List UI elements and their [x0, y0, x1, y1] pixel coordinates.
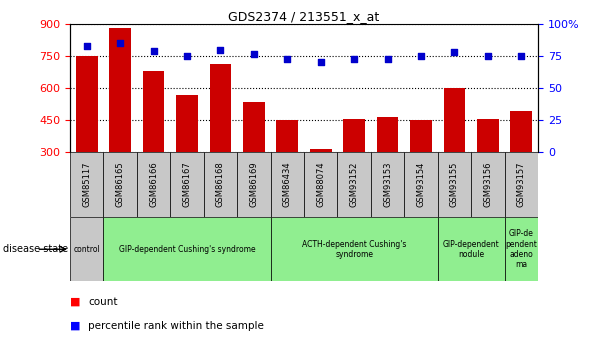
Text: GIP-dependent Cushing's syndrome: GIP-dependent Cushing's syndrome: [119, 245, 255, 254]
Bar: [337, 152, 371, 217]
Text: ■: ■: [70, 321, 80, 331]
Text: GSM86166: GSM86166: [149, 162, 158, 207]
Text: GSM88074: GSM88074: [316, 162, 325, 207]
Bar: [344, 119, 365, 216]
Bar: [271, 152, 304, 217]
Bar: [511, 111, 532, 216]
Bar: [444, 88, 465, 216]
Bar: [271, 217, 438, 281]
Text: GSM93152: GSM93152: [350, 162, 359, 207]
Bar: [70, 152, 103, 217]
Text: ■: ■: [70, 297, 80, 307]
Bar: [204, 152, 237, 217]
Bar: [505, 152, 538, 217]
Text: GSM93157: GSM93157: [517, 162, 526, 207]
Text: GIP-dependent
nodule: GIP-dependent nodule: [443, 239, 500, 259]
Text: GSM85117: GSM85117: [82, 162, 91, 207]
Text: GSM93156: GSM93156: [483, 162, 492, 207]
Bar: [176, 96, 198, 216]
Text: GSM93153: GSM93153: [383, 162, 392, 207]
Text: GSM86169: GSM86169: [249, 162, 258, 207]
Point: [383, 56, 393, 61]
Point: [249, 51, 259, 56]
Bar: [477, 119, 499, 216]
Point: [449, 49, 460, 55]
Text: GSM86168: GSM86168: [216, 162, 225, 207]
Point: [148, 48, 158, 54]
Bar: [404, 152, 438, 217]
Text: GSM93155: GSM93155: [450, 162, 459, 207]
Bar: [304, 152, 337, 217]
Point: [349, 56, 359, 61]
Bar: [277, 120, 298, 216]
Title: GDS2374 / 213551_x_at: GDS2374 / 213551_x_at: [229, 10, 379, 23]
Bar: [471, 152, 505, 217]
Text: GSM86167: GSM86167: [182, 162, 192, 207]
Text: count: count: [88, 297, 118, 307]
Text: GSM86434: GSM86434: [283, 162, 292, 207]
Text: GSM93154: GSM93154: [416, 162, 426, 207]
Point: [81, 43, 91, 49]
Bar: [210, 63, 231, 216]
Text: percentile rank within the sample: percentile rank within the sample: [88, 321, 264, 331]
Point: [483, 53, 493, 59]
Text: ACTH-dependent Cushing's
syndrome: ACTH-dependent Cushing's syndrome: [302, 239, 406, 259]
Bar: [505, 217, 538, 281]
Bar: [237, 152, 271, 217]
Bar: [143, 71, 164, 216]
Bar: [76, 57, 97, 216]
Bar: [243, 102, 264, 216]
Point: [316, 60, 326, 65]
Bar: [371, 152, 404, 217]
Bar: [438, 152, 471, 217]
Bar: [109, 28, 131, 216]
Bar: [103, 217, 271, 281]
Bar: [410, 120, 432, 216]
Text: disease state: disease state: [3, 244, 68, 254]
Point: [182, 53, 192, 59]
Point: [215, 47, 225, 52]
Point: [416, 53, 426, 59]
Point: [517, 53, 527, 59]
Bar: [103, 152, 137, 217]
Text: GSM86165: GSM86165: [116, 162, 125, 207]
Bar: [170, 152, 204, 217]
Bar: [438, 217, 505, 281]
Point: [115, 40, 125, 46]
Text: GIP-de
pendent
adeno
ma: GIP-de pendent adeno ma: [505, 229, 537, 269]
Bar: [70, 217, 103, 281]
Bar: [377, 117, 398, 216]
Text: control: control: [74, 245, 100, 254]
Bar: [137, 152, 170, 217]
Point: [282, 56, 292, 61]
Bar: [310, 149, 331, 216]
